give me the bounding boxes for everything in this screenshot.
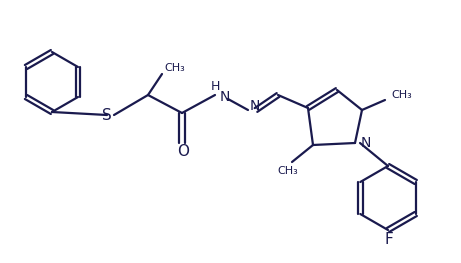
Text: CH₃: CH₃ bbox=[278, 166, 298, 176]
Text: N: N bbox=[361, 136, 372, 150]
Text: N: N bbox=[220, 90, 230, 104]
Text: S: S bbox=[102, 109, 112, 124]
Text: CH₃: CH₃ bbox=[391, 90, 412, 100]
Text: O: O bbox=[177, 144, 189, 159]
Text: N: N bbox=[250, 99, 260, 113]
Text: F: F bbox=[384, 231, 393, 246]
Text: H: H bbox=[210, 80, 220, 94]
Text: CH₃: CH₃ bbox=[164, 63, 185, 73]
